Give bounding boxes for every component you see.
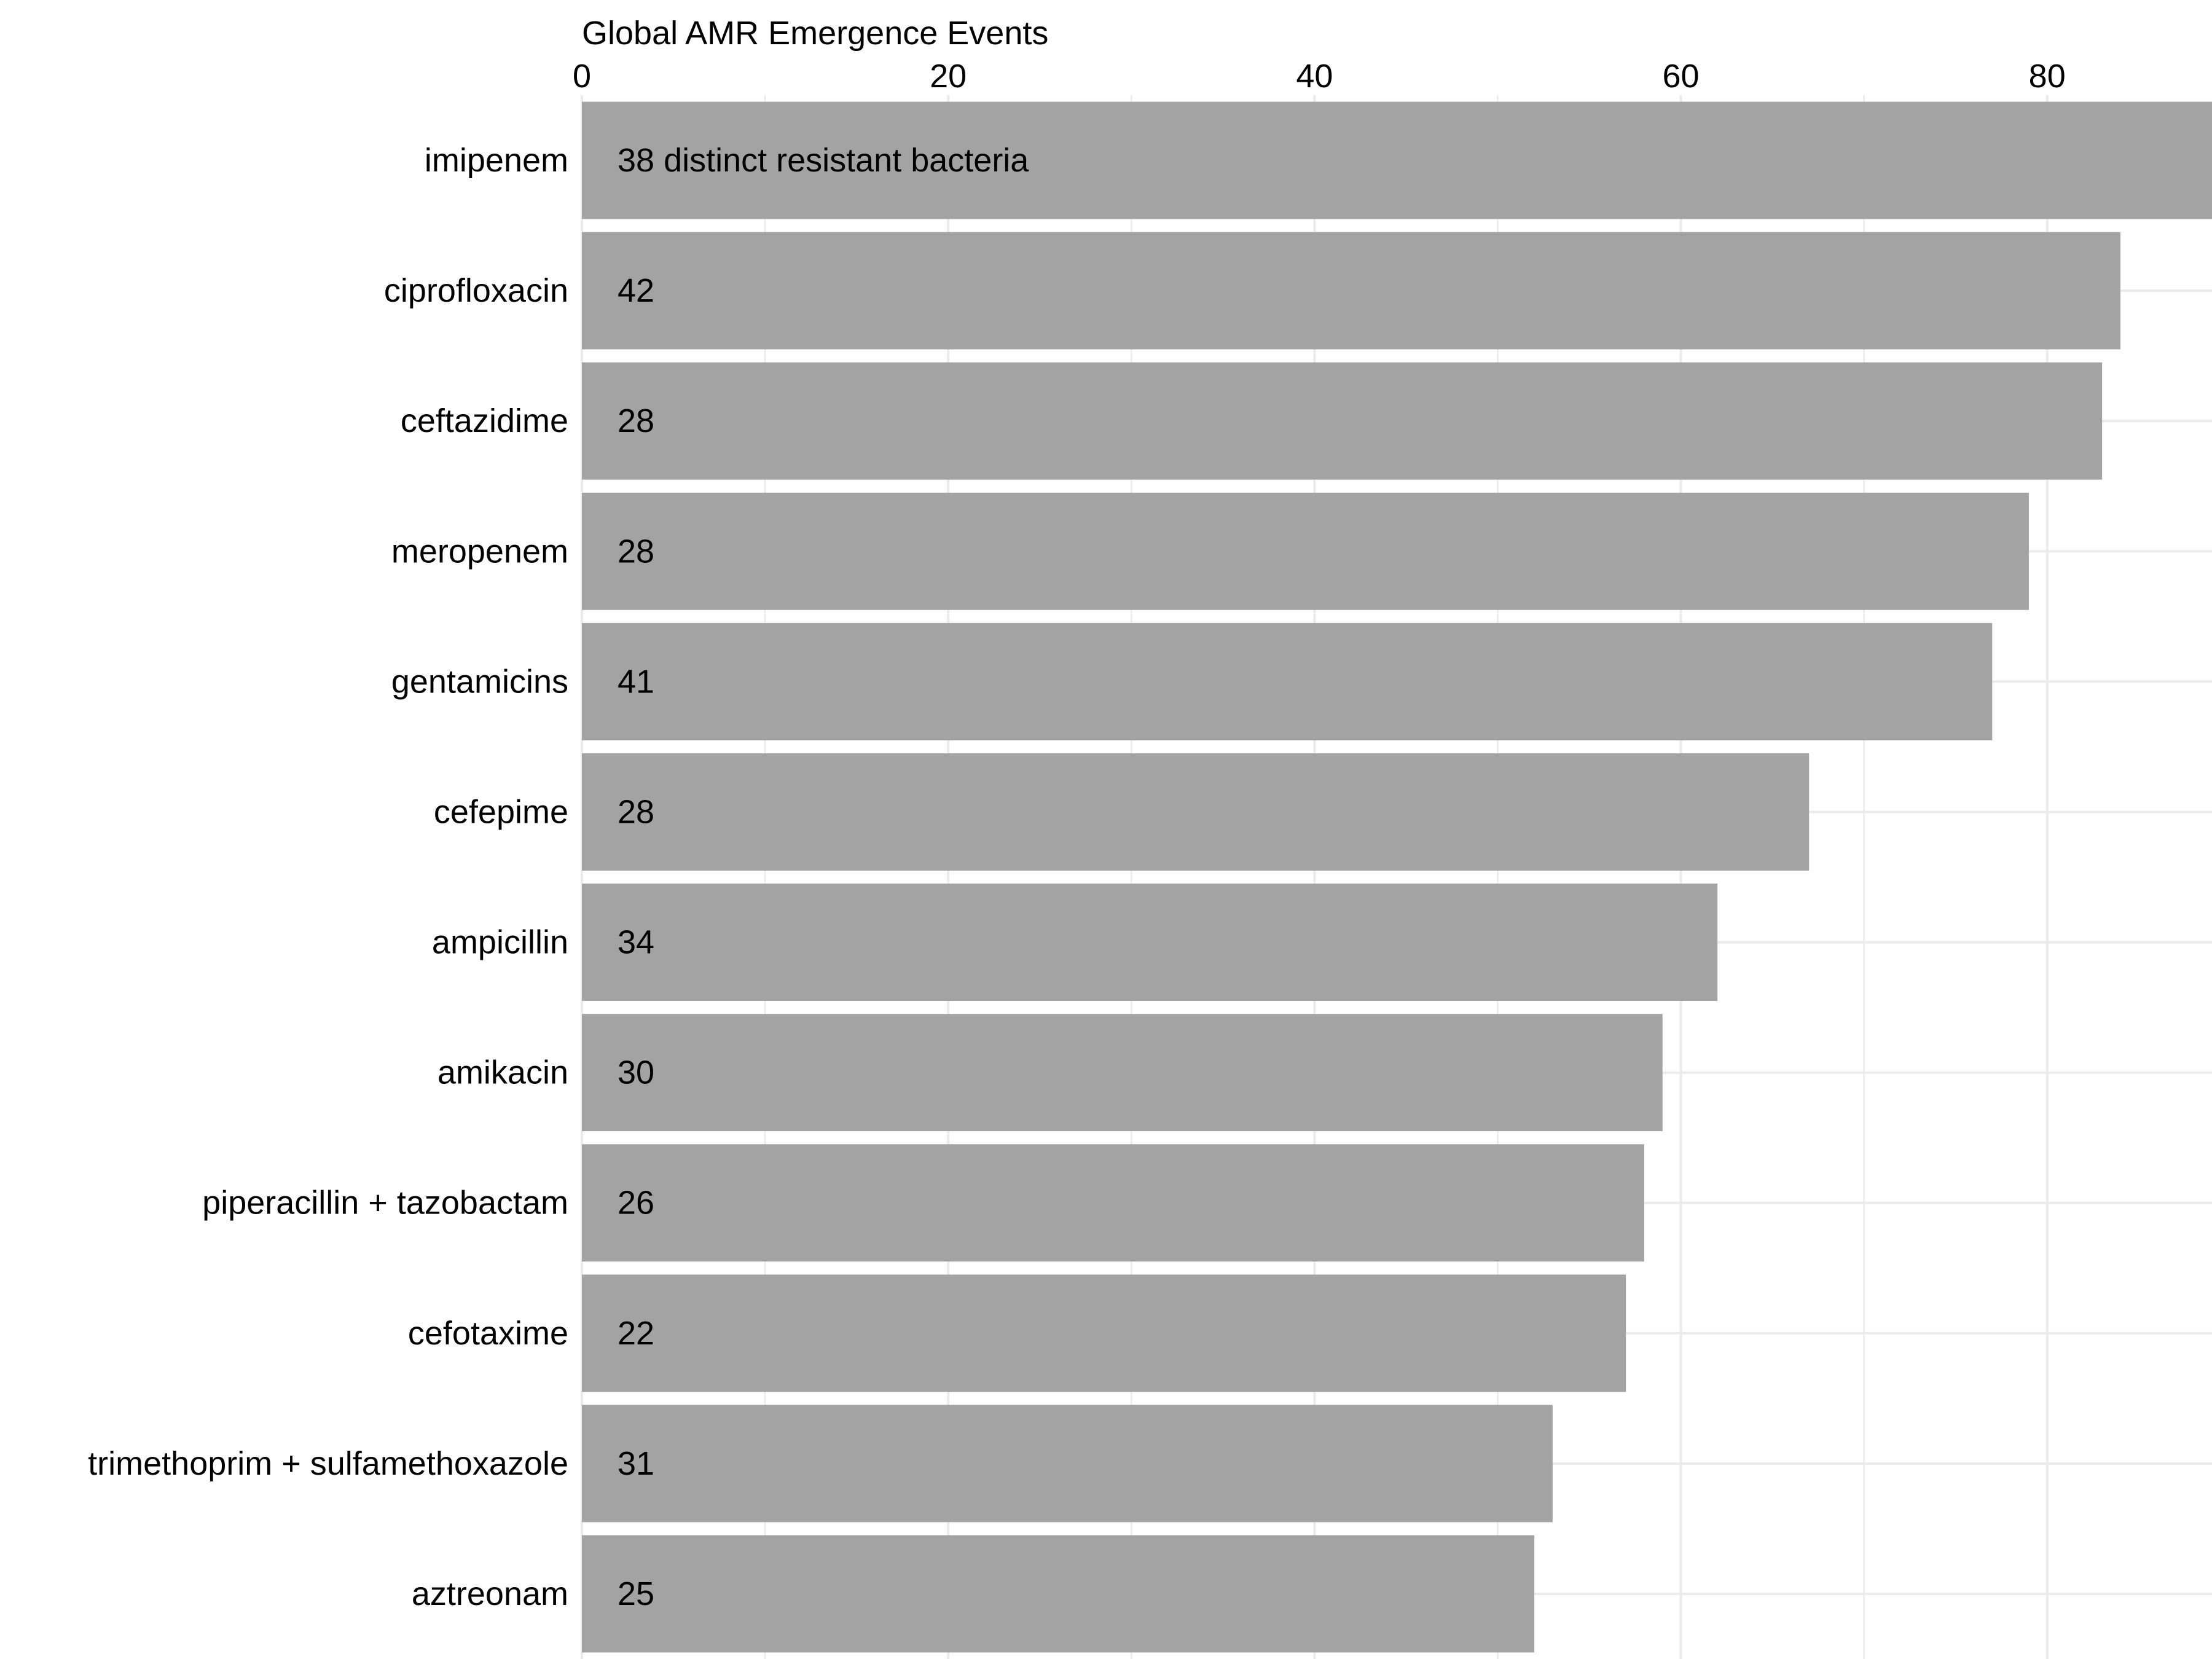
category-label: ciprofloxacin <box>384 272 568 309</box>
x-tick-label: 20 <box>930 58 967 95</box>
bar-label: 26 <box>618 1185 654 1222</box>
category-label: gentamicins <box>391 663 568 700</box>
bar-label: 31 <box>618 1445 654 1482</box>
bar <box>582 753 1810 871</box>
category-label: cefotaxime <box>408 1315 568 1352</box>
category-label: meropenem <box>391 533 568 570</box>
bar-label: 25 <box>618 1575 654 1612</box>
category-label: piperacillin + tazobactam <box>202 1185 568 1222</box>
bar <box>582 362 2103 480</box>
bar <box>582 1405 1553 1523</box>
category-label: ampicillin <box>432 924 568 961</box>
bar <box>582 232 2120 350</box>
x-axis-title: Global AMR Emergence Events <box>582 15 1048 52</box>
x-tick-label: 60 <box>1663 58 1700 95</box>
category-label: trimethoprim + sulfamethoxazole <box>88 1445 568 1482</box>
x-tick-label: 40 <box>1296 58 1333 95</box>
bars <box>582 101 2212 1653</box>
bar <box>582 101 2212 219</box>
bar-label: 28 <box>618 793 654 830</box>
bar-label: 41 <box>618 663 654 700</box>
bar <box>582 1274 1626 1392</box>
bar <box>582 1144 1644 1262</box>
category-label: ceftazidime <box>401 402 568 439</box>
x-tick-label: 80 <box>2029 58 2066 95</box>
bar-label: 28 <box>618 533 654 570</box>
bar-label: 30 <box>618 1054 654 1091</box>
bar <box>582 622 1993 740</box>
category-labels: imipenem ciprofloxacin ceftazidime meropene… <box>88 142 568 1612</box>
bar <box>582 1014 1663 1132</box>
x-axis-ticks: 0 20 40 60 80 <box>573 58 2066 95</box>
bar-label: 28 <box>618 402 654 439</box>
category-label: amikacin <box>437 1054 568 1091</box>
bar-label: 42 <box>618 272 654 309</box>
bar-label: 34 <box>618 924 654 961</box>
x-tick-label: 0 <box>573 58 591 95</box>
bar <box>582 884 1718 1001</box>
category-label: imipenem <box>425 142 568 179</box>
bar-label: 22 <box>618 1315 654 1352</box>
category-label: cefepime <box>434 793 568 830</box>
bar <box>582 492 2029 610</box>
category-label: aztreonam <box>412 1575 568 1612</box>
bar <box>582 1535 1535 1653</box>
bar-labels: 38 distinct resistant bacteria 42 28 28 41 28… <box>618 142 1029 1612</box>
bar-label: 38 distinct resistant bacteria <box>618 142 1029 179</box>
